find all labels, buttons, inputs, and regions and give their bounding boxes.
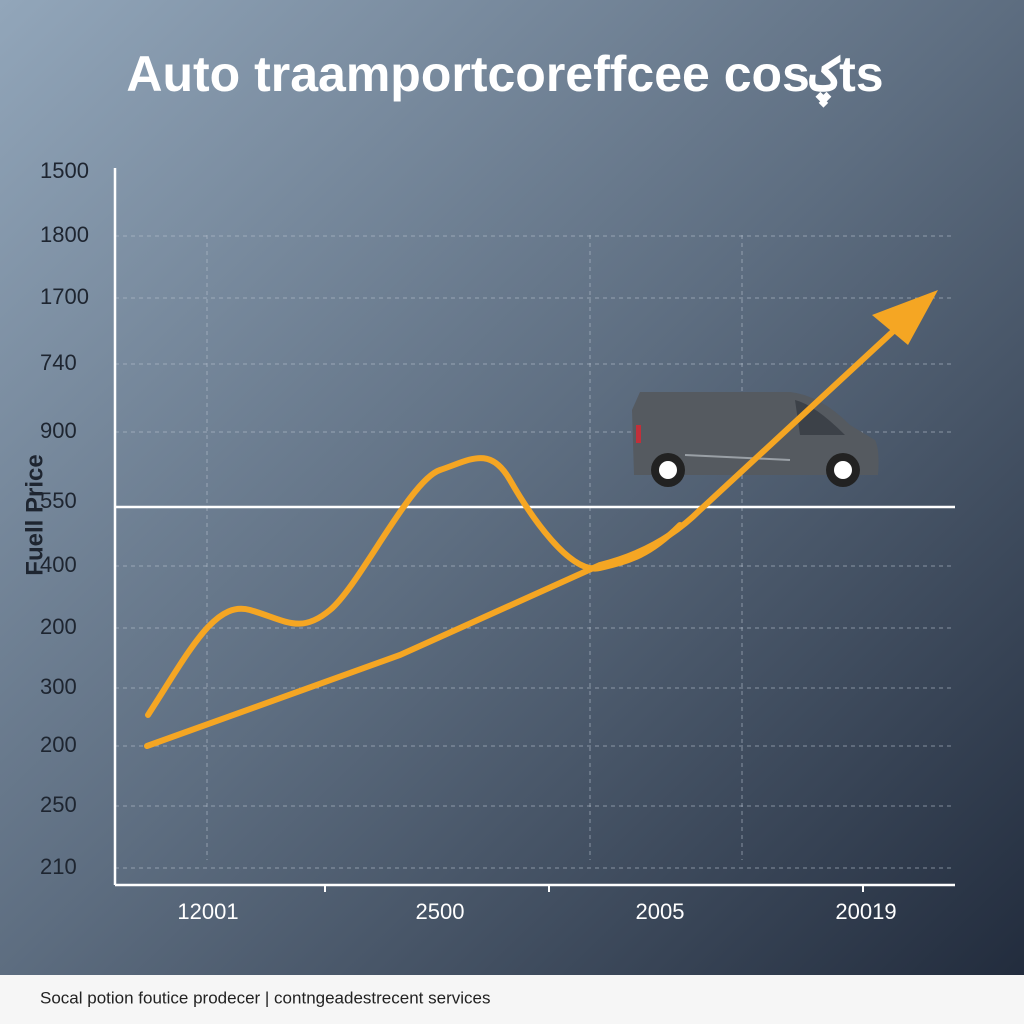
y-label: 300 bbox=[40, 674, 77, 699]
y-label: 1800 bbox=[40, 222, 89, 247]
y-label: 740 bbox=[40, 350, 77, 375]
x-label: 20019 bbox=[835, 899, 896, 924]
title: Auto traamportcoreffcee cosؼts bbox=[126, 46, 883, 108]
y-label: 550 bbox=[40, 488, 77, 513]
van bbox=[632, 392, 879, 487]
y-label: 200 bbox=[40, 614, 77, 639]
y-label: 200 bbox=[40, 732, 77, 757]
x-label: 12001 bbox=[177, 899, 238, 924]
y-label: 210 bbox=[40, 854, 77, 879]
arrow-head bbox=[872, 290, 938, 345]
y-label: 1700 bbox=[40, 284, 89, 309]
footer-band bbox=[0, 975, 1024, 1024]
y-axis-title: Fuell Price bbox=[21, 454, 48, 575]
x-label: 2005 bbox=[636, 899, 685, 924]
footer-text: Socal potion foutice prodecer | contngea… bbox=[40, 988, 490, 1007]
x-label: 2500 bbox=[416, 899, 465, 924]
y-label: 900 bbox=[40, 418, 77, 443]
y-label: 250 bbox=[40, 792, 77, 817]
grid bbox=[115, 235, 955, 869]
y-label: 1500 bbox=[40, 158, 89, 183]
trend-arrow bbox=[144, 322, 903, 749]
y-label: 400 bbox=[40, 552, 77, 577]
